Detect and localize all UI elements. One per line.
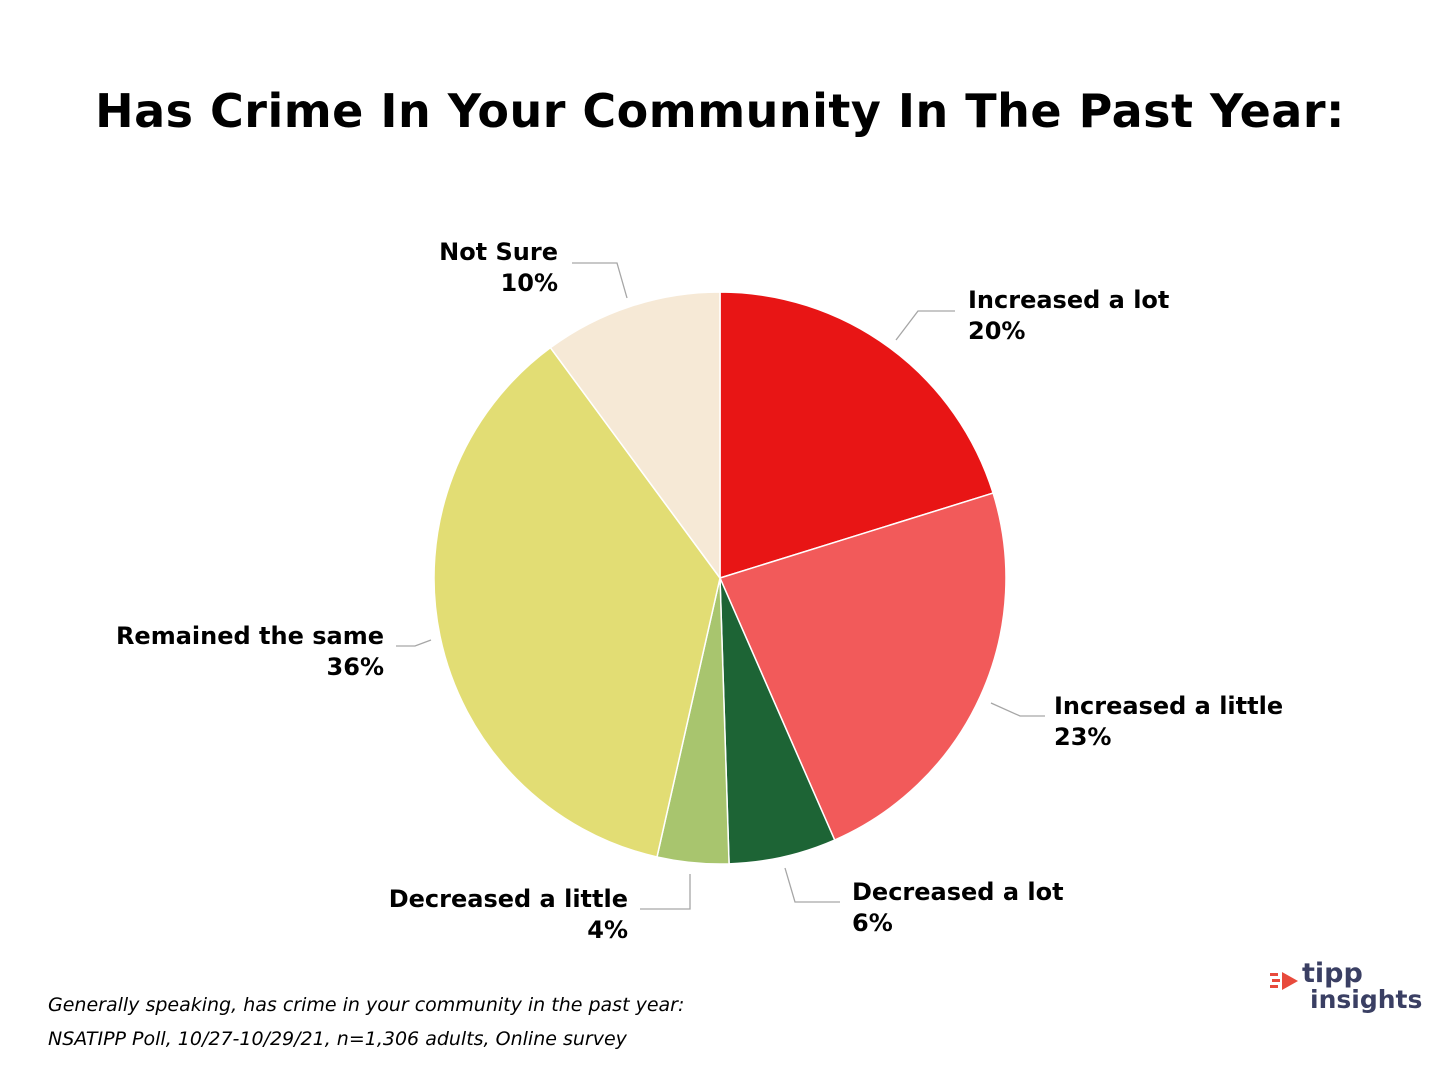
leader-line: [396, 639, 432, 647]
chart-title: Has Crime In Your Community In The Past …: [95, 84, 1345, 138]
leader-line: [895, 310, 955, 341]
pie-slice-increased-a-lot: [719, 291, 995, 580]
pie-slice-not-sure: [549, 291, 721, 581]
logo-speed-lines-icon: [1270, 972, 1298, 990]
slice-value-label: 23%: [1054, 723, 1111, 751]
pie-slice-remained-the-same: [433, 346, 721, 858]
slice-value-label: 10%: [501, 269, 558, 297]
leader-line: [990, 702, 1045, 717]
tipp-insights-logo: tipp insights: [1268, 958, 1428, 1020]
leader-line: [640, 874, 691, 910]
leader-line: [572, 262, 628, 299]
slice-value-label: 4%: [587, 916, 628, 944]
slice-label: Decreased a lot: [852, 878, 1064, 906]
slice-value-label: 6%: [852, 909, 893, 937]
footnote: Generally speaking, has crime in your co…: [48, 988, 684, 1056]
footnote-source: NSATIPP Poll, 10/27-10/29/21, n=1,306 ad…: [48, 1028, 627, 1050]
slice-labels: Increased a lot 20% Increased a little 23% D…: [116, 238, 1283, 944]
leader-lines: [396, 262, 1045, 910]
slice-label: Decreased a little: [389, 885, 628, 913]
slice-label: Remained the same: [116, 622, 384, 650]
slice-value-label: 36%: [327, 653, 384, 681]
logo-text-insights: insights: [1310, 985, 1423, 1014]
footnote-question: Generally speaking, has crime in your co…: [48, 994, 685, 1016]
slice-label: Not Sure: [439, 238, 558, 266]
pie-slices: [433, 291, 1007, 865]
slice-value-label: 20%: [968, 317, 1025, 345]
logo-text-tipp: tipp: [1302, 958, 1363, 989]
slice-label: Increased a lot: [968, 286, 1169, 314]
slice-label: Increased a little: [1054, 692, 1283, 720]
pie-slice-increased-a-little: [718, 492, 1007, 841]
leader-line: [784, 867, 840, 903]
